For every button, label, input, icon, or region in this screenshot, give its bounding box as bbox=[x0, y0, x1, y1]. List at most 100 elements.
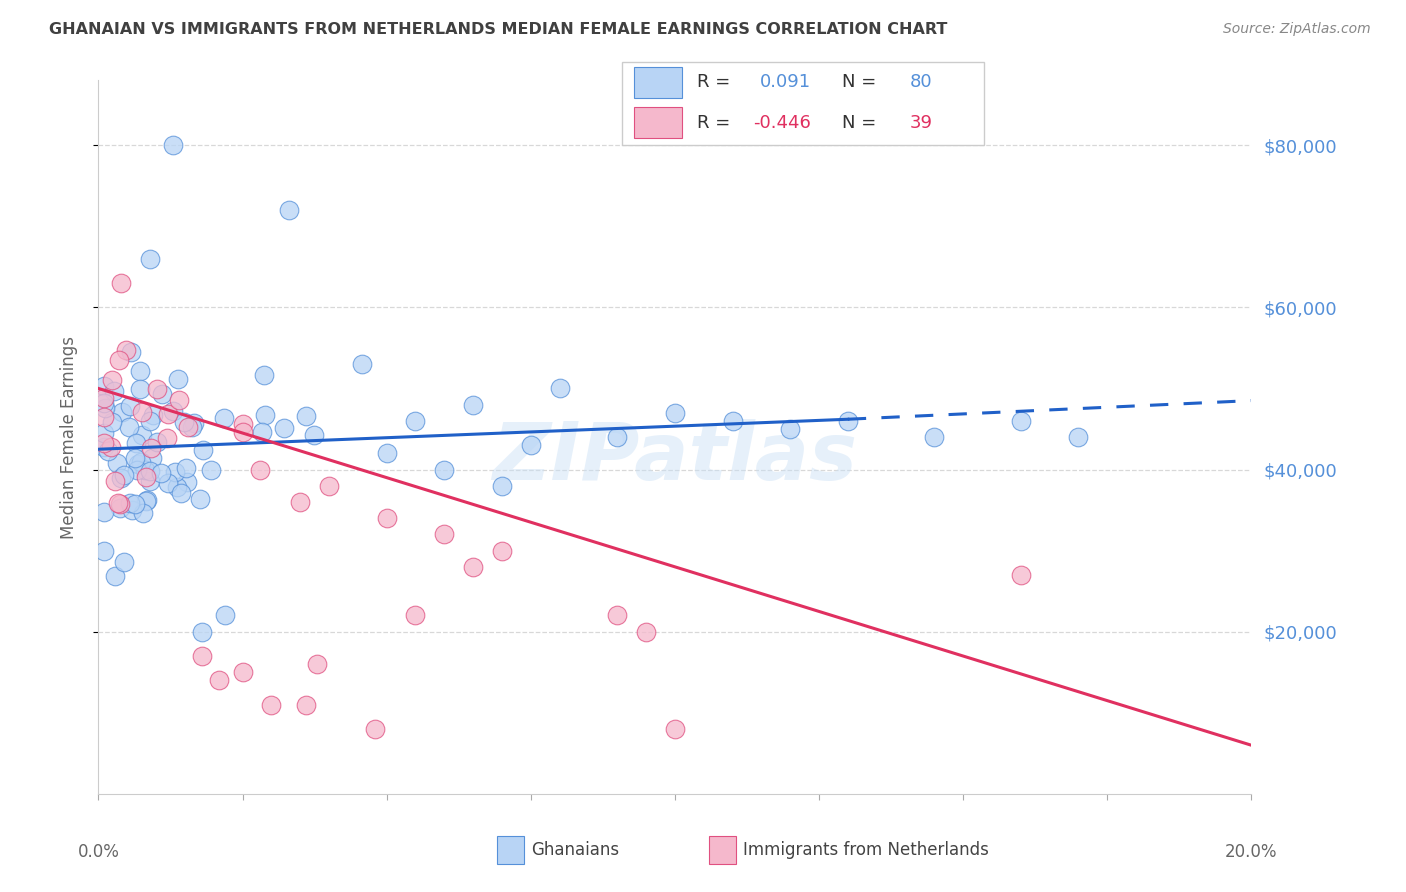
Point bbox=[93, 425, 115, 440]
Point bbox=[837, 414, 859, 428]
Point bbox=[302, 427, 325, 442]
Point bbox=[112, 468, 135, 483]
Point bbox=[131, 405, 153, 419]
Point bbox=[93, 396, 115, 410]
Point bbox=[176, 460, 198, 475]
Point bbox=[111, 405, 134, 419]
Point bbox=[636, 624, 658, 639]
Text: R =: R = bbox=[697, 73, 730, 92]
Point bbox=[200, 463, 222, 477]
Point bbox=[433, 462, 456, 476]
Point bbox=[183, 416, 205, 430]
Point bbox=[125, 463, 148, 477]
Point bbox=[162, 404, 184, 418]
Text: Source: ZipAtlas.com: Source: ZipAtlas.com bbox=[1223, 22, 1371, 37]
Point bbox=[135, 494, 157, 508]
Point bbox=[138, 464, 160, 478]
Point bbox=[606, 608, 628, 623]
Point bbox=[260, 698, 283, 712]
Point bbox=[117, 419, 139, 434]
Point bbox=[101, 373, 124, 387]
Point bbox=[188, 491, 211, 506]
Point bbox=[307, 657, 329, 672]
Point bbox=[231, 425, 254, 439]
Point bbox=[170, 486, 193, 500]
Point bbox=[273, 421, 295, 435]
Text: Immigrants from Netherlands: Immigrants from Netherlands bbox=[742, 840, 988, 859]
Point bbox=[1010, 414, 1032, 428]
Point bbox=[97, 443, 120, 458]
Text: 0.0%: 0.0% bbox=[77, 843, 120, 861]
Point bbox=[364, 722, 387, 736]
Point bbox=[135, 470, 157, 484]
Text: ZIPatlas: ZIPatlas bbox=[492, 419, 858, 498]
Point bbox=[721, 414, 744, 428]
Point bbox=[139, 252, 162, 266]
Point bbox=[104, 569, 127, 583]
Point bbox=[141, 450, 163, 465]
Text: 20.0%: 20.0% bbox=[1225, 843, 1278, 861]
Point bbox=[114, 555, 136, 569]
Point bbox=[146, 382, 169, 396]
Point bbox=[108, 497, 131, 511]
Point bbox=[167, 372, 190, 386]
Point bbox=[131, 428, 153, 442]
Point bbox=[93, 440, 115, 454]
Point bbox=[249, 462, 271, 476]
Point bbox=[214, 608, 236, 623]
Text: -0.446: -0.446 bbox=[752, 113, 811, 132]
Point bbox=[548, 381, 571, 395]
Point bbox=[120, 345, 142, 359]
Point bbox=[127, 458, 149, 472]
Point bbox=[105, 457, 128, 471]
Point bbox=[295, 409, 318, 423]
Point bbox=[108, 353, 131, 368]
Point bbox=[100, 440, 122, 454]
Point bbox=[139, 414, 162, 428]
Point bbox=[208, 673, 231, 688]
Bar bbox=[634, 67, 682, 98]
Point bbox=[129, 364, 152, 378]
Text: 0.091: 0.091 bbox=[761, 73, 811, 92]
FancyBboxPatch shape bbox=[623, 62, 984, 145]
Point bbox=[352, 357, 374, 371]
Point bbox=[162, 138, 184, 153]
Bar bbox=[498, 836, 524, 863]
Point bbox=[252, 425, 274, 439]
Point bbox=[922, 430, 945, 444]
Point bbox=[93, 543, 115, 558]
Point bbox=[107, 495, 129, 509]
Point bbox=[134, 463, 156, 477]
Point bbox=[93, 378, 115, 392]
Point bbox=[1067, 430, 1090, 444]
Point bbox=[231, 417, 254, 432]
Point bbox=[138, 474, 160, 488]
Point bbox=[180, 419, 202, 434]
Point bbox=[132, 506, 155, 520]
Point bbox=[156, 431, 179, 445]
Text: N =: N = bbox=[842, 73, 876, 92]
Bar bbox=[709, 836, 735, 863]
Point bbox=[129, 455, 152, 469]
Point bbox=[146, 435, 169, 450]
Point bbox=[290, 495, 312, 509]
Point bbox=[167, 392, 190, 407]
Point bbox=[664, 722, 686, 736]
Text: GHANAIAN VS IMMIGRANTS FROM NETHERLANDS MEDIAN FEMALE EARNINGS CORRELATION CHART: GHANAIAN VS IMMIGRANTS FROM NETHERLANDS … bbox=[49, 22, 948, 37]
Point bbox=[163, 465, 186, 479]
Point bbox=[253, 408, 276, 422]
Text: R =: R = bbox=[697, 113, 730, 132]
Point bbox=[129, 382, 152, 396]
Point bbox=[606, 430, 628, 444]
Point bbox=[135, 493, 157, 508]
Point bbox=[318, 479, 340, 493]
Point bbox=[150, 387, 173, 401]
Text: 80: 80 bbox=[910, 73, 932, 92]
Point bbox=[253, 368, 276, 383]
Point bbox=[157, 476, 180, 491]
Point bbox=[94, 401, 117, 416]
Point bbox=[461, 559, 484, 574]
Point bbox=[108, 501, 131, 516]
Point bbox=[779, 422, 801, 436]
Point bbox=[520, 438, 543, 452]
